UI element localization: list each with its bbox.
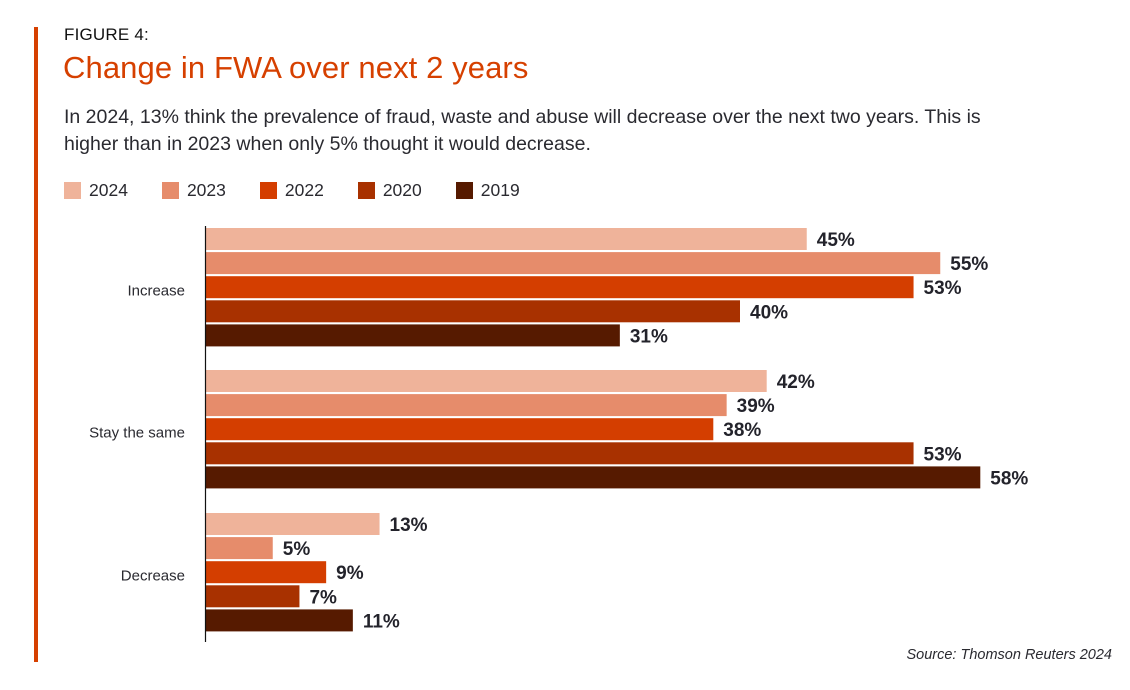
source-note: Source: Thomson Reuters 2024 — [906, 647, 1112, 663]
data-label: 5% — [283, 539, 311, 560]
bar-stay-the-same-2023 — [206, 394, 727, 417]
legend-item-2020: 2020 — [357, 180, 422, 201]
legend-item-2024: 2024 — [64, 180, 128, 201]
bar-increase-2019 — [206, 324, 620, 347]
bar-stay-the-same-2020 — [206, 442, 914, 465]
chart-title: Change in FWA over next 2 years — [63, 50, 529, 85]
data-label: 39% — [737, 396, 775, 417]
data-label: 11% — [363, 611, 400, 632]
legend-label: 2020 — [382, 180, 422, 200]
data-label: 40% — [750, 302, 788, 323]
bar-decrease-2022 — [206, 561, 327, 584]
data-label: 38% — [723, 420, 761, 441]
legend-label: 2019 — [480, 180, 520, 200]
data-label: 53% — [924, 278, 962, 299]
chart-subtitle: In 2024, 13% think the prevalence of fra… — [64, 106, 981, 155]
legend-swatch-2019 — [455, 182, 473, 199]
legend: 2024 2023 2022 2020 2019 — [64, 180, 554, 201]
legend-swatch-2020 — [357, 182, 375, 199]
bar-decrease-2024 — [206, 513, 380, 535]
legend-swatch-2024 — [64, 182, 81, 199]
legend-swatch-2023 — [161, 182, 179, 199]
category-label: Increase — [127, 282, 185, 299]
bar-increase-2022 — [206, 276, 914, 299]
bar-decrease-2019 — [206, 609, 353, 632]
category-label: Decrease — [121, 567, 185, 584]
bar-increase-2024 — [206, 228, 807, 250]
bar-stay-the-same-2019 — [206, 466, 981, 489]
bar-increase-2020 — [206, 300, 740, 323]
data-label: 53% — [924, 444, 962, 465]
data-label: 7% — [309, 587, 337, 608]
legend-item-2023: 2023 — [161, 180, 226, 201]
data-label: 9% — [336, 563, 364, 584]
bar-decrease-2023 — [206, 537, 273, 560]
data-label: 55% — [950, 254, 988, 275]
data-label: 31% — [630, 326, 668, 347]
data-label: 58% — [990, 468, 1028, 489]
bar-stay-the-same-2024 — [206, 370, 767, 392]
legend-swatch-2022 — [259, 182, 277, 199]
data-label: 45% — [817, 230, 855, 251]
category-label: Stay the same — [89, 424, 185, 441]
figure-label: FIGURE 4: — [64, 25, 149, 44]
data-label: 42% — [777, 372, 815, 393]
legend-label: 2022 — [284, 180, 324, 200]
bar-stay-the-same-2022 — [206, 418, 714, 441]
legend-label: 2024 — [89, 180, 128, 200]
bar-decrease-2020 — [206, 585, 300, 608]
data-label: 13% — [390, 515, 428, 536]
accent-bar — [34, 27, 38, 662]
legend-item-2019: 2019 — [455, 180, 520, 201]
legend-item-2022: 2022 — [259, 180, 324, 201]
legend-label: 2023 — [186, 180, 226, 200]
bar-increase-2023 — [206, 252, 941, 275]
